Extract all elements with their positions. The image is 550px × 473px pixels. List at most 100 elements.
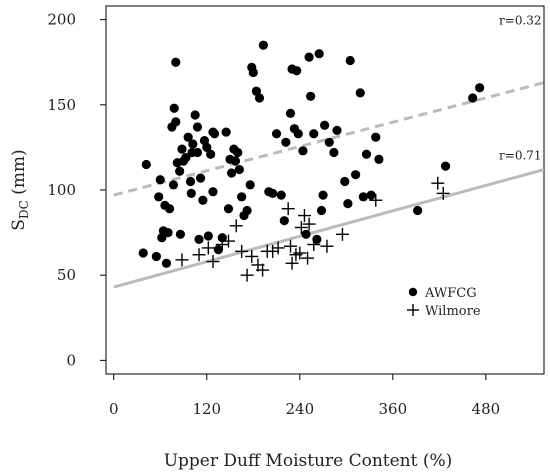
awfcg-point xyxy=(245,180,255,190)
wilmore-point xyxy=(221,234,235,248)
awfcg-point xyxy=(361,149,372,159)
y-tick-label: 0 xyxy=(66,351,76,369)
awfcg-point xyxy=(242,205,252,216)
x-tick-label: 480 xyxy=(472,400,501,418)
awfcg-point xyxy=(155,175,165,185)
wilmore-point xyxy=(281,202,295,216)
awfcg-point xyxy=(285,108,296,118)
y-tick-label: 50 xyxy=(57,266,76,284)
wilmore-point xyxy=(320,239,334,253)
awfcg-point xyxy=(276,190,286,200)
awfcg-point xyxy=(194,234,204,245)
wilmore-point xyxy=(175,253,189,267)
awfcg-point xyxy=(206,149,216,159)
awfcg-point xyxy=(151,251,161,262)
awfcg-point xyxy=(309,129,319,139)
wilmore-point xyxy=(271,241,285,255)
wilmore-point xyxy=(215,238,229,252)
y-axis-title-subscript: DC xyxy=(17,200,31,219)
awfcg-point xyxy=(230,156,241,166)
wilmore-point xyxy=(302,217,316,231)
awfcg-point xyxy=(304,52,314,62)
wilmore-point xyxy=(307,238,321,252)
awfcg-point xyxy=(237,192,247,202)
awfcg-point xyxy=(475,83,485,93)
wilmore-point xyxy=(229,219,243,233)
awfcg-point xyxy=(161,258,172,268)
awfcg-point xyxy=(221,127,231,137)
awfcg-point xyxy=(138,248,148,258)
x-tick-label: 0 xyxy=(109,400,119,418)
legend-wilmore-label: Wilmore xyxy=(425,304,481,319)
awfcg-point xyxy=(203,231,213,241)
wilmore-correlation-label: r=0.71 xyxy=(499,148,542,162)
y-tick-label: 100 xyxy=(47,181,76,199)
awfcg-point xyxy=(371,132,381,142)
series-awfcg xyxy=(138,40,485,268)
wilmore-point xyxy=(285,256,299,270)
awfcg-correlation-label: r=0.32 xyxy=(499,14,542,28)
awfcg-point xyxy=(314,49,324,59)
awfcg-point xyxy=(141,159,151,170)
awfcg-point xyxy=(208,187,218,197)
awfcg-point xyxy=(306,91,316,101)
awfcg-point xyxy=(292,66,302,76)
awfcg-point xyxy=(351,170,361,180)
wilmore-point xyxy=(256,263,270,277)
awfcg-point xyxy=(355,88,365,98)
awfcg-point xyxy=(374,154,384,164)
awfcg-point xyxy=(164,204,175,214)
awfcg-point xyxy=(171,57,181,67)
awfcg-point xyxy=(185,176,196,187)
awfcg-point xyxy=(217,233,227,243)
wilmore-point xyxy=(235,244,249,258)
wilmore-point xyxy=(201,241,215,255)
wilmore-trendline xyxy=(113,168,544,289)
awfcg-point xyxy=(468,93,478,103)
awfcg-point xyxy=(320,120,330,130)
awfcg-point xyxy=(316,205,327,216)
awfcg-point xyxy=(248,67,258,78)
awfcg-point xyxy=(345,55,355,66)
awfcg-point xyxy=(293,129,303,139)
awfcg-point xyxy=(413,205,423,216)
ticks-layer: 0 120 240 360 480 0 50 100 150 200 xyxy=(47,11,500,418)
awfcg-point xyxy=(198,195,208,205)
awfcg-point xyxy=(209,129,220,139)
awfcg-point xyxy=(268,188,278,199)
awfcg-point xyxy=(281,137,291,147)
awfcg-point xyxy=(223,204,234,214)
wilmore-point xyxy=(192,248,206,262)
awfcg-point xyxy=(234,164,244,175)
legend-wilmore-marker xyxy=(407,304,419,316)
awfcg-point xyxy=(318,190,328,200)
wilmore-point xyxy=(245,249,259,263)
awfcg-point xyxy=(233,147,243,158)
awfcg-point xyxy=(190,110,200,120)
awfcg-point xyxy=(324,137,334,147)
awfcg-point xyxy=(183,132,193,142)
awfcg-point xyxy=(271,129,282,139)
legend-awfcg-label: AWFCG xyxy=(424,286,477,301)
wilmore-point xyxy=(293,246,307,260)
x-tick-label: 360 xyxy=(379,400,408,418)
awfcg-point xyxy=(177,144,187,154)
legend: AWFCG Wilmore xyxy=(407,286,481,319)
awfcg-point xyxy=(169,103,179,113)
wilmore-point xyxy=(240,268,254,282)
wilmore-point xyxy=(369,193,383,207)
awfcg-point xyxy=(440,161,451,171)
points-layer xyxy=(138,40,485,282)
awfcg-point xyxy=(329,147,339,158)
awfcg-point xyxy=(202,142,212,153)
wilmore-point xyxy=(206,255,220,269)
awfcg-point xyxy=(366,190,376,200)
y-tick-label: 150 xyxy=(47,96,76,114)
awfcg-point xyxy=(195,173,206,183)
wilmore-point xyxy=(301,251,315,265)
awfcg-point xyxy=(298,146,308,156)
awfcg-point xyxy=(332,125,342,135)
awfcg-point xyxy=(192,122,203,132)
awfcg-point xyxy=(188,139,198,149)
